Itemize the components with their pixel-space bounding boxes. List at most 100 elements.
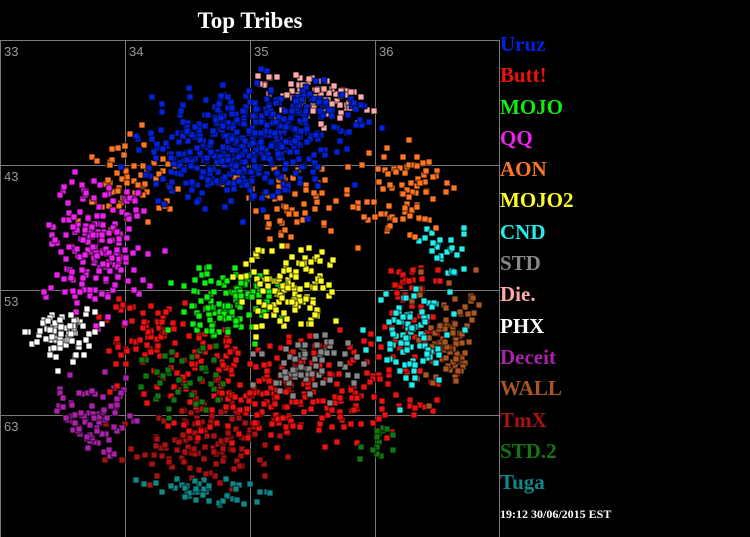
- village-marker: [210, 392, 218, 400]
- village-marker: [386, 340, 394, 348]
- village-marker: [429, 173, 437, 181]
- timestamp: 19:12 30/06/2015 EST: [500, 507, 612, 521]
- village-marker: [475, 301, 483, 309]
- village-marker: [284, 453, 292, 461]
- village-marker: [349, 203, 357, 211]
- village-marker: [456, 308, 464, 316]
- village-marker: [181, 299, 189, 307]
- village-marker: [344, 163, 352, 171]
- village-marker: [76, 288, 84, 296]
- village-marker: [165, 405, 173, 413]
- village-marker: [71, 411, 79, 419]
- village-marker: [332, 317, 340, 325]
- village-marker: [113, 246, 121, 254]
- village-marker: [258, 144, 266, 152]
- village-marker: [399, 313, 407, 321]
- village-marker: [263, 367, 271, 375]
- village-marker: [336, 326, 344, 334]
- village-marker: [260, 460, 268, 468]
- village-marker: [205, 263, 213, 271]
- village-marker: [305, 75, 313, 83]
- village-marker: [468, 316, 476, 324]
- village-marker: [284, 284, 292, 292]
- village-marker: [422, 167, 430, 175]
- village-marker: [64, 199, 72, 207]
- village-marker: [373, 427, 381, 435]
- village-marker: [117, 351, 125, 359]
- village-marker: [188, 391, 196, 399]
- village-marker: [95, 267, 103, 275]
- village-marker: [143, 399, 151, 407]
- village-marker: [470, 309, 478, 317]
- village-marker: [384, 380, 392, 388]
- village-marker: [56, 339, 64, 347]
- village-marker: [119, 301, 127, 309]
- village-marker: [110, 423, 118, 431]
- village-marker: [159, 145, 167, 153]
- village-marker: [86, 421, 94, 429]
- village-marker: [291, 125, 299, 133]
- village-marker: [56, 316, 64, 324]
- village-marker: [197, 297, 205, 305]
- village-marker: [175, 376, 183, 384]
- village-marker: [134, 189, 142, 197]
- village-marker: [146, 282, 154, 290]
- village-marker: [104, 313, 112, 321]
- village-marker: [155, 204, 163, 212]
- village-marker: [360, 337, 368, 345]
- village-marker: [271, 400, 279, 408]
- village-marker: [251, 430, 259, 438]
- village-marker: [246, 389, 254, 397]
- village-marker: [121, 142, 129, 150]
- village-marker: [62, 255, 70, 263]
- legend-item: Deceit: [500, 344, 556, 369]
- village-marker: [118, 456, 126, 464]
- village-marker: [255, 377, 263, 385]
- village-marker: [115, 295, 123, 303]
- village-marker: [198, 189, 206, 197]
- village-marker: [99, 212, 107, 220]
- village-marker: [125, 225, 133, 233]
- village-marker: [252, 207, 260, 215]
- village-marker: [415, 214, 423, 222]
- village-marker: [113, 401, 121, 409]
- village-marker: [375, 335, 383, 343]
- village-marker: [123, 234, 131, 242]
- village-marker: [383, 425, 391, 433]
- village-marker: [300, 200, 308, 208]
- village-marker: [311, 355, 319, 363]
- village-marker: [238, 298, 246, 306]
- village-marker: [338, 91, 346, 99]
- village-marker: [233, 496, 241, 504]
- village-marker: [266, 235, 274, 243]
- village-marker: [365, 118, 373, 126]
- village-marker: [181, 493, 189, 501]
- village-marker: [328, 100, 336, 108]
- village-marker: [181, 448, 189, 456]
- village-marker: [325, 89, 333, 97]
- village-marker: [204, 304, 212, 312]
- village-marker: [88, 223, 96, 231]
- village-marker: [469, 294, 477, 302]
- village-marker: [418, 308, 426, 316]
- village-marker: [196, 136, 204, 144]
- village-marker: [325, 281, 333, 289]
- village-marker: [297, 320, 305, 328]
- village-marker: [356, 116, 364, 124]
- village-marker: [267, 178, 275, 186]
- village-marker: [392, 391, 400, 399]
- village-marker: [449, 329, 457, 337]
- village-marker: [218, 389, 226, 397]
- village-marker: [246, 480, 254, 488]
- village-marker: [154, 392, 162, 400]
- village-marker: [217, 437, 225, 445]
- village-marker: [148, 135, 156, 143]
- village-marker: [255, 291, 263, 299]
- village-marker: [65, 243, 73, 251]
- village-marker: [340, 423, 348, 431]
- village-marker: [202, 470, 210, 478]
- village-marker: [278, 143, 286, 151]
- village-marker: [158, 318, 166, 326]
- village-marker: [383, 144, 391, 152]
- village-marker: [289, 392, 297, 400]
